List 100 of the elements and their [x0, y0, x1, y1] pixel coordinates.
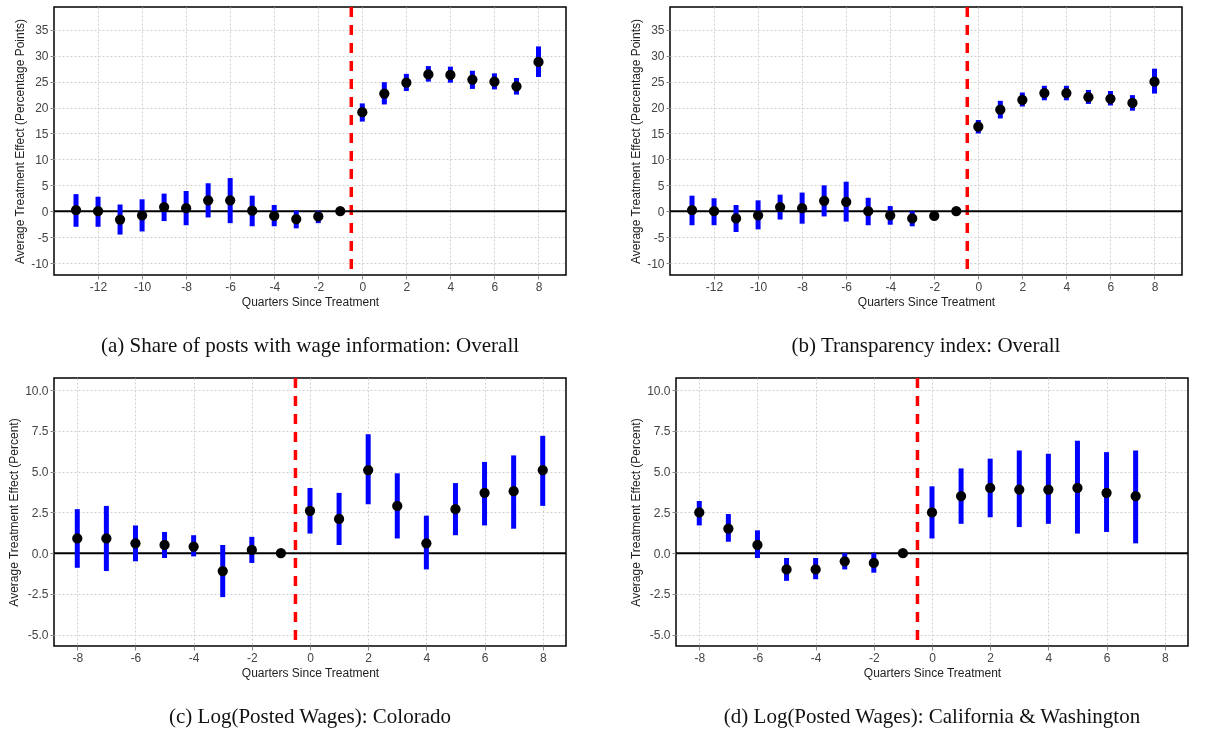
y-tick-label: 20	[35, 101, 49, 116]
point	[995, 104, 1006, 115]
point	[363, 464, 374, 476]
x-tick-label: -4	[188, 650, 200, 665]
point	[275, 548, 287, 559]
y-tick-label: 25	[651, 75, 665, 90]
point	[752, 210, 764, 221]
x-tick-label: 0	[359, 279, 367, 294]
point	[819, 195, 830, 206]
point	[1043, 484, 1054, 495]
text: (d) Log(Posted Wages): California & Washington	[723, 704, 1141, 728]
point	[136, 210, 148, 221]
y-tick-label: 0	[41, 204, 49, 219]
point	[781, 564, 792, 575]
text: (c) Log(Posted Wages): Colorado	[169, 704, 451, 728]
point	[225, 195, 236, 206]
y-tick-label: 10.0	[647, 383, 671, 398]
point	[479, 487, 490, 498]
y-tick-label: 5.0	[31, 465, 49, 480]
x-tick-label: 0	[307, 650, 315, 665]
point	[708, 206, 720, 217]
x-tick-label: 0	[975, 279, 983, 294]
point	[863, 206, 874, 217]
text: (b) Transparency index: Overall	[791, 333, 1061, 357]
x-tick-label: 8	[539, 650, 547, 665]
x-tick-label: -6	[225, 279, 237, 294]
point	[694, 507, 705, 518]
point	[926, 507, 938, 518]
point	[929, 210, 940, 222]
x-tick-label: -8	[72, 650, 84, 665]
y-tick-label: -5.0	[649, 628, 671, 643]
y-axis-title: Average Treatment Effect (Percentage Points)	[629, 18, 644, 265]
x-tick-label: -12	[705, 279, 724, 294]
point	[951, 206, 962, 217]
point	[752, 539, 763, 551]
x-tick-label: 2	[365, 650, 373, 665]
point	[730, 213, 742, 224]
point	[159, 539, 170, 551]
x-tick-label: 2	[987, 650, 995, 665]
point	[269, 210, 280, 222]
y-tick-label: 30	[651, 49, 665, 64]
point	[72, 533, 83, 544]
x-tick-label: -10	[133, 279, 152, 294]
point	[188, 541, 199, 552]
x-tick-label: -6	[130, 650, 142, 665]
point	[158, 201, 170, 213]
y-tick-label: -5	[37, 230, 49, 245]
y-tick-label: 15	[35, 126, 49, 141]
y-tick-label: 30	[35, 49, 49, 64]
x-tick-label: -8	[181, 279, 193, 294]
x-tick-label: 8	[1161, 650, 1169, 665]
x-tick-label: 2	[1019, 279, 1027, 294]
y-tick-label: 0.0	[31, 546, 49, 561]
point	[686, 205, 698, 216]
x-tick-label: -6	[752, 650, 764, 665]
point	[1014, 484, 1025, 495]
x-tick-label: 4	[423, 650, 431, 665]
point	[868, 557, 879, 569]
y-tick-label: 2.5	[653, 505, 671, 520]
x-tick-label: -8	[797, 279, 809, 294]
point	[92, 206, 104, 217]
y-tick-label: 5	[41, 178, 49, 193]
point	[304, 505, 316, 516]
x-tick-label: -2	[868, 650, 880, 665]
y-axis-title: Average Treatment Effect (Percentage Points)	[13, 18, 28, 265]
y-tick-label: 35	[35, 23, 49, 38]
y-tick-label: 7.5	[31, 424, 49, 439]
point	[101, 533, 112, 544]
point	[247, 205, 258, 216]
y-tick-label: 5.0	[653, 465, 671, 480]
point	[841, 196, 852, 208]
y-tick-label: 0.0	[653, 546, 671, 561]
point	[985, 482, 996, 494]
point	[291, 213, 302, 225]
x-tick-label: 4	[1045, 650, 1053, 665]
text: (a) Share of posts with wage information: Overall	[100, 333, 520, 357]
y-axis-title: Average Treatment Effect (Percent)	[629, 418, 644, 607]
point	[1130, 491, 1141, 502]
y-tick-label: -5	[653, 230, 665, 245]
x-tick-label: 6	[1107, 279, 1115, 294]
point	[723, 523, 734, 534]
y-tick-label: 10.0	[25, 383, 49, 398]
x-tick-label: -4	[885, 279, 897, 294]
x-tick-label: -8	[694, 650, 706, 665]
x-tick-label: 8	[1151, 279, 1159, 294]
point	[333, 513, 345, 525]
y-tick-label: 10	[651, 152, 665, 167]
point	[508, 486, 519, 497]
y-tick-label: 0	[657, 204, 665, 219]
point	[774, 201, 786, 213]
y-tick-label: 7.5	[653, 424, 671, 439]
y-tick-label: -2.5	[27, 587, 49, 602]
x-axis-title: Quarters Since Treatment	[863, 665, 1002, 680]
y-tick-label: 5	[657, 178, 665, 193]
x-axis-title: Quarters Since Treatment	[857, 294, 996, 309]
point	[203, 195, 214, 206]
point	[467, 74, 478, 85]
point	[1101, 487, 1112, 498]
x-tick-label: 6	[481, 650, 489, 665]
point	[537, 464, 548, 476]
